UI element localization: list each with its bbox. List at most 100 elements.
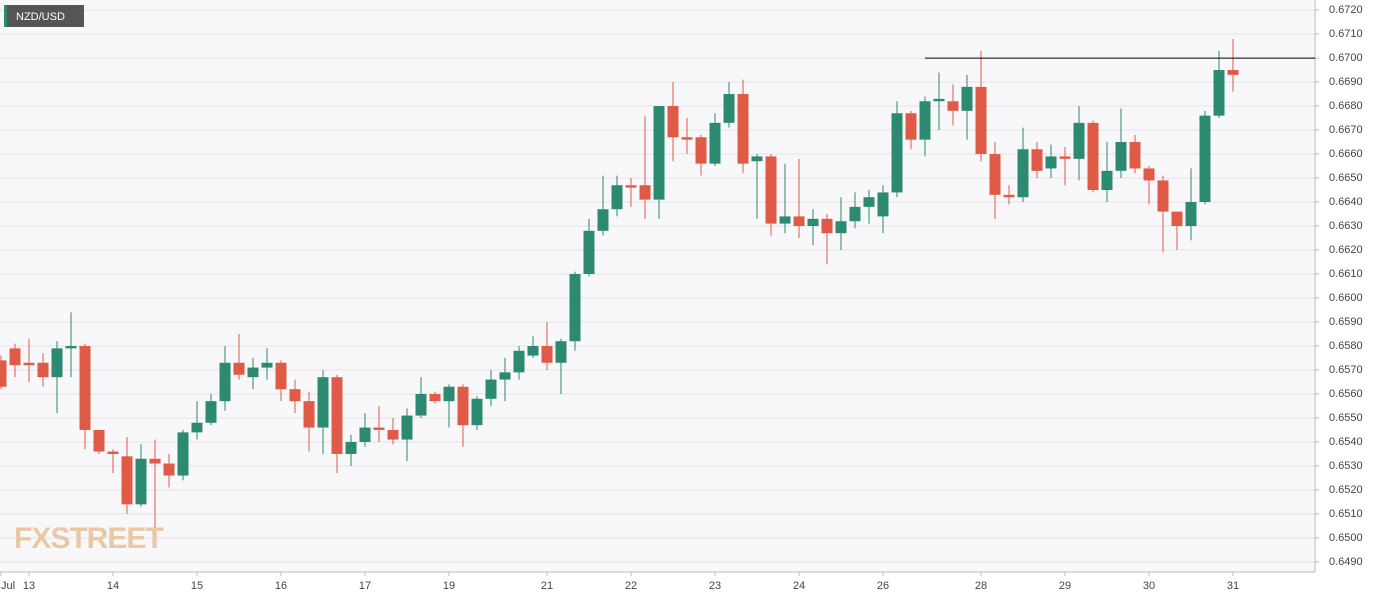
- y-tick-label: 0.6520: [1329, 484, 1363, 496]
- y-tick-label: 0.6710: [1329, 28, 1363, 40]
- x-tick-label: 28: [975, 580, 987, 592]
- y-tick-label: 0.6660: [1329, 148, 1363, 160]
- x-tick-label: 30: [1143, 580, 1155, 592]
- y-tick-label: 0.6640: [1329, 196, 1363, 208]
- candle-body: [1101, 170, 1113, 191]
- x-tick-label: 31: [1227, 580, 1239, 592]
- candle-body: [1115, 142, 1127, 171]
- candle-body: [667, 106, 679, 138]
- y-tick-label: 0.6630: [1329, 220, 1363, 232]
- candle-body: [905, 113, 917, 140]
- candle-body: [625, 185, 637, 188]
- x-tick-label: 21: [541, 580, 553, 592]
- candle-body: [513, 350, 525, 373]
- candle-body: [695, 137, 707, 164]
- candle-body: [933, 98, 945, 102]
- candle-body: [807, 218, 819, 227]
- candles: [0, 38, 1239, 534]
- candle-body: [1045, 156, 1057, 169]
- candle-body: [93, 429, 105, 452]
- candle-body: [751, 156, 763, 162]
- candle-body: [205, 401, 217, 423]
- candle-body: [681, 137, 693, 140]
- candle-body: [1059, 156, 1071, 159]
- plot-area: [0, 0, 1315, 572]
- candle-body: [835, 221, 847, 234]
- candle-body: [1213, 70, 1225, 116]
- candle-body: [387, 429, 399, 440]
- candle-body: [233, 362, 245, 375]
- candle-body: [359, 427, 371, 442]
- candle-body: [247, 367, 259, 378]
- y-tick-label: 0.6530: [1329, 460, 1363, 472]
- y-tick-label: 0.6620: [1329, 244, 1363, 256]
- candle-body: [723, 94, 735, 123]
- candle-body: [0, 360, 7, 387]
- candle-body: [989, 154, 1001, 195]
- candle-body: [555, 341, 567, 363]
- x-tick-label: 15: [191, 580, 203, 592]
- candle-body: [219, 362, 231, 402]
- y-tick-label: 0.6670: [1329, 124, 1363, 136]
- candle-body: [1227, 70, 1239, 75]
- candle-body: [289, 389, 301, 402]
- candle-body: [527, 345, 539, 356]
- candle-body: [737, 94, 749, 164]
- candle-body: [331, 377, 343, 454]
- candle-body: [1031, 149, 1043, 171]
- candle-body: [1003, 194, 1015, 198]
- candle-body: [149, 458, 161, 464]
- candle-body: [1185, 202, 1197, 227]
- candle-body: [709, 122, 721, 164]
- y-tick-label: 0.6560: [1329, 388, 1363, 400]
- candle-body: [1017, 149, 1029, 198]
- y-tick-label: 0.6610: [1329, 268, 1363, 280]
- y-tick-label: 0.6650: [1329, 172, 1363, 184]
- x-tick-label: 16: [275, 580, 287, 592]
- y-tick-label: 0.6680: [1329, 100, 1363, 112]
- title-box: [4, 5, 84, 27]
- x-tick-label: 17: [359, 580, 371, 592]
- candle-body: [373, 427, 385, 430]
- candle-body: [415, 393, 427, 416]
- candle-body: [485, 379, 497, 399]
- candle-body: [1199, 115, 1211, 203]
- candle-body: [499, 372, 511, 380]
- candle-body: [275, 362, 287, 390]
- y-tick-label: 0.6580: [1329, 340, 1363, 352]
- x-tick-label: 19: [443, 580, 455, 592]
- y-tick-label: 0.6540: [1329, 436, 1363, 448]
- candle-body: [1143, 168, 1155, 181]
- candle-body: [765, 156, 777, 224]
- chart-title: NZD/USD: [16, 11, 65, 23]
- candle-body: [961, 86, 973, 111]
- x-tick-label: 13: [23, 580, 35, 592]
- candle-body: [779, 216, 791, 224]
- candle-body: [9, 348, 21, 366]
- candle-body: [121, 456, 133, 505]
- candle-body: [611, 185, 623, 210]
- candle-body: [1171, 211, 1183, 227]
- candle-body: [1157, 180, 1169, 212]
- candle-body: [1073, 122, 1085, 159]
- y-tick-label: 0.6550: [1329, 412, 1363, 424]
- x-tick-label: 22: [625, 580, 637, 592]
- candle-body: [793, 216, 805, 227]
- y-tick-label: 0.6570: [1329, 364, 1363, 376]
- candle-body: [191, 422, 203, 433]
- candle-body: [37, 362, 49, 378]
- candle-body: [849, 206, 861, 222]
- y-tick-label: 0.6720: [1329, 4, 1363, 16]
- candle-body: [23, 362, 35, 366]
- candle-body: [317, 377, 329, 428]
- y-tick-label: 0.6590: [1329, 316, 1363, 328]
- x-tick-label: 29: [1059, 580, 1071, 592]
- candle-body: [51, 348, 63, 378]
- candle-body: [429, 393, 441, 402]
- x-tick-label: 24: [793, 580, 805, 592]
- candle-body: [401, 415, 413, 440]
- candle-body: [975, 86, 987, 155]
- watermark: FXSTREET: [14, 522, 163, 555]
